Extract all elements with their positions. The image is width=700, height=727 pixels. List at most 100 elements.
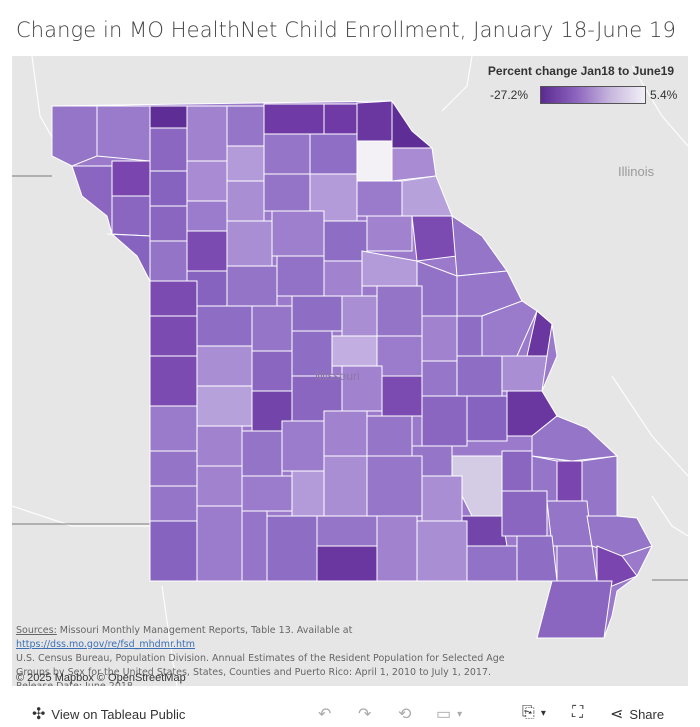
county (456, 355, 503, 397)
county (391, 147, 437, 182)
county (149, 520, 198, 582)
county (501, 355, 548, 392)
county (149, 240, 188, 282)
county (263, 133, 311, 175)
undo-button[interactable]: ↶ (318, 704, 331, 724)
chevron-down-icon: ▾ (457, 708, 463, 720)
county (111, 160, 151, 197)
county (71, 165, 113, 235)
county (466, 545, 518, 582)
county (149, 127, 188, 172)
county (556, 545, 598, 582)
county (323, 455, 368, 517)
county (149, 205, 188, 242)
county (111, 195, 151, 237)
pause-updates-icon: ▭ (436, 706, 452, 723)
county (281, 420, 325, 472)
state-borders (12, 175, 688, 581)
county (196, 305, 253, 347)
county (411, 215, 458, 262)
chevron-down-icon: ▾ (540, 707, 546, 719)
county (96, 105, 151, 162)
county (106, 233, 151, 282)
county (196, 345, 253, 387)
county (226, 105, 265, 147)
county (226, 180, 265, 222)
revert-icon: ⟲ (398, 706, 412, 723)
county (323, 103, 358, 135)
county (263, 103, 325, 135)
county (226, 265, 278, 307)
county (241, 510, 268, 582)
tableau-toolbar: ✣ View on Tableau Public ↶ ↷ ⟲ ▭ ▾ ⎘ ▾ ⛶ ⋖… (0, 700, 700, 727)
county (456, 315, 483, 357)
view-on-tableau-button[interactable]: ✣ View on Tableau Public (32, 704, 185, 724)
sources-line1: Missouri Monthly Management Reports, Tab… (56, 625, 353, 636)
choropleth-map[interactable]: Illinois Missouri Percent change Jan18 t… (12, 56, 688, 686)
county (241, 430, 283, 477)
map-canvas[interactable] (12, 56, 688, 686)
county (291, 470, 325, 517)
county (366, 215, 413, 252)
sources-note: Sources: Missouri Monthly Management Rep… (16, 624, 506, 686)
legend-title: Percent change Jan18 to June19 (487, 64, 674, 78)
illinois-label: Illinois (618, 164, 655, 179)
county (356, 180, 403, 217)
share-button[interactable]: ⋖ Share (610, 704, 664, 724)
county (376, 335, 423, 377)
county (466, 395, 508, 442)
county (196, 505, 243, 582)
county (316, 545, 378, 582)
county (149, 280, 198, 317)
county (51, 105, 98, 167)
county-shapes[interactable] (51, 99, 653, 639)
county (149, 355, 198, 407)
revert-button[interactable]: ⟲ (398, 704, 411, 724)
share-label: Share (629, 706, 665, 722)
county (149, 450, 198, 487)
map-attribution[interactable]: © 2025 Mapbox © OpenStreetMap (16, 672, 186, 684)
county (276, 255, 325, 297)
county (421, 475, 463, 522)
county (401, 175, 453, 217)
sources-link[interactable]: https://dss.mo.gov/re/fsd_mhdmr.htm (16, 639, 196, 650)
county (266, 515, 318, 582)
color-legend: Percent change Jan18 to June19 -27.2% 5.… (476, 62, 678, 110)
county (546, 500, 593, 547)
tableau-logo-icon: ✣ (32, 706, 46, 723)
county (451, 215, 508, 277)
county (241, 475, 293, 512)
county (331, 335, 378, 367)
county (149, 105, 188, 129)
county (501, 490, 548, 537)
county (376, 515, 418, 582)
county (149, 315, 198, 357)
county (536, 580, 613, 639)
county (366, 415, 413, 457)
undo-icon: ↶ (318, 706, 332, 723)
county (149, 405, 198, 452)
county (356, 140, 393, 182)
county (381, 375, 423, 417)
download-button[interactable]: ⎘ ▾ (522, 704, 546, 722)
county (516, 535, 558, 582)
county (416, 520, 468, 582)
redo-button[interactable]: ↷ (358, 704, 371, 724)
county (391, 99, 434, 149)
county (341, 295, 378, 337)
county (316, 515, 378, 547)
sources-line2: U.S. Census Bureau, Population Division.… (16, 653, 505, 686)
county (323, 410, 368, 457)
county (263, 173, 311, 212)
legend-max-label: 5.4% (650, 88, 678, 102)
county (323, 220, 368, 262)
county (226, 220, 273, 267)
county (196, 465, 243, 507)
county (481, 300, 538, 357)
county (271, 210, 325, 257)
county (186, 200, 228, 232)
pause-button[interactable]: ▭ ▾ (436, 704, 462, 724)
county (196, 385, 253, 427)
county (186, 160, 228, 202)
fullscreen-button[interactable]: ⛶ (572, 704, 583, 722)
